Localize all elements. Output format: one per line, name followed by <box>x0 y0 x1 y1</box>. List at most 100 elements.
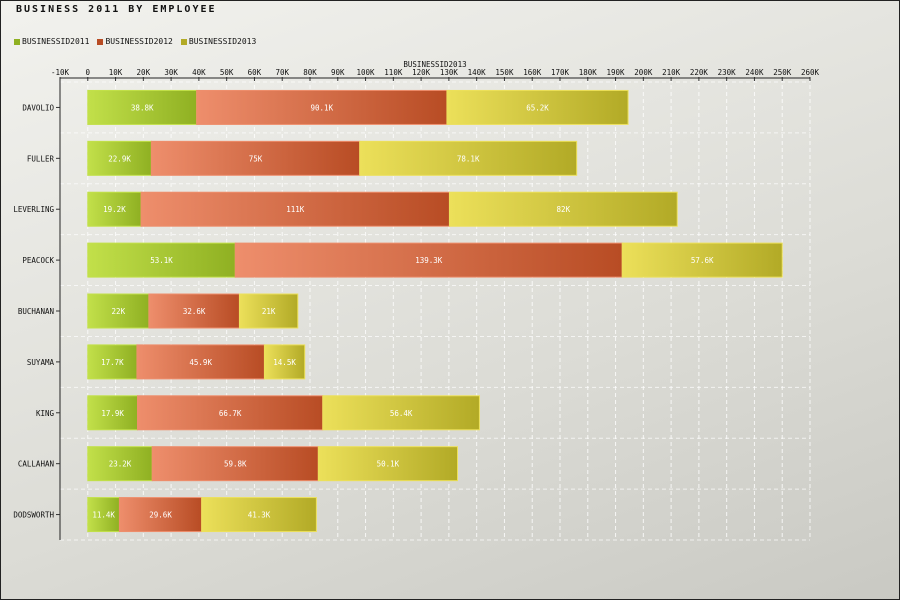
x-tick-label: 20K <box>137 68 151 77</box>
bar-segment <box>87 242 236 278</box>
category-label: DODSWORTH <box>13 511 54 520</box>
x-tick-label: 190K <box>607 68 626 77</box>
legend-swatch <box>180 38 187 45</box>
data-label: 78.1K <box>457 154 480 163</box>
x-tick-label: -10K <box>51 68 70 77</box>
bar-segment <box>87 191 142 227</box>
legend-swatch <box>14 38 20 45</box>
data-label: 57.6K <box>691 256 714 265</box>
bar-segment <box>359 140 578 176</box>
x-tick-label: 130K <box>440 68 459 77</box>
x-tick-label: 220K <box>690 68 709 77</box>
x-tick-label: 120K <box>412 68 431 77</box>
legend-item-1: BUSINESSID2012 <box>97 37 173 46</box>
category-label: DAVOLIO <box>22 103 54 112</box>
x-tick-label: 90K <box>331 68 345 77</box>
x-tick-label: 80K <box>303 68 317 77</box>
data-label: 75K <box>249 154 263 163</box>
data-label: 139.3K <box>415 256 443 265</box>
x-tick-label: 250K <box>773 68 792 77</box>
data-label: 59.8K <box>224 460 247 469</box>
chart-legend: BUSINESSID2011 BUSINESSID2012 BUSINESSID20… <box>14 37 256 46</box>
bar-segment <box>87 395 138 431</box>
data-label: 23.2K <box>109 460 132 469</box>
x-tick-label: 200K <box>634 68 653 77</box>
bar-segment <box>137 395 324 431</box>
x-tick-label: 60K <box>248 68 262 77</box>
legend-item-0: BUSINESSID2011 <box>14 37 89 46</box>
legend-swatch <box>97 38 104 45</box>
bar-segment <box>87 89 198 125</box>
data-label: 66.7K <box>219 409 242 418</box>
data-label: 56.4K <box>390 409 413 418</box>
x-tick-label: 100K <box>357 68 376 77</box>
bar-segment <box>238 293 299 329</box>
x-tick-label: 230K <box>718 68 737 77</box>
data-label: 90.1K <box>311 103 334 112</box>
bar-segment <box>87 497 120 533</box>
x-tick-label: 240K <box>745 68 764 77</box>
x-tick-label: 150K <box>495 68 514 77</box>
legend-label: BUSINESSID2012 <box>105 37 173 46</box>
bar-segment <box>317 446 459 482</box>
data-label: 82K <box>557 205 571 214</box>
category-label: FULLER <box>27 154 55 163</box>
category-label: BUCHANAN <box>18 307 54 316</box>
bar-segment <box>446 89 629 125</box>
x-tick-label: 160K <box>523 68 542 77</box>
data-label: 22K <box>112 307 126 316</box>
bar-segment <box>87 293 150 329</box>
data-label: 50.1K <box>377 460 400 469</box>
data-label: 19.2K <box>103 205 126 214</box>
x-tick-label: 10K <box>109 68 123 77</box>
bar-segment <box>201 497 317 533</box>
x-axis-label: BUSINESSID2013 <box>403 60 466 69</box>
bar-segment <box>196 89 448 125</box>
legend-label: BUSINESSID2013 <box>188 37 257 46</box>
bar-segment <box>263 344 306 380</box>
category-label: SUYAMA <box>27 358 55 367</box>
data-label: 32.6K <box>183 307 206 316</box>
x-tick-label: 0 <box>86 68 91 77</box>
legend-item-2: BUSINESSID2013 <box>180 37 257 46</box>
x-tick-label: 30K <box>164 68 178 77</box>
bar-segment <box>150 140 361 176</box>
bar-segment <box>151 446 319 482</box>
category-label: LEVERLING <box>13 205 54 214</box>
bar-segment <box>140 191 450 227</box>
data-label: 11.4K <box>92 511 115 520</box>
data-label: 41.3K <box>248 511 271 520</box>
category-label: KING <box>36 409 55 418</box>
legend-label: BUSINESSID2011 <box>22 37 90 46</box>
bar-segment <box>322 395 480 431</box>
x-tick-label: 210K <box>662 68 681 77</box>
data-label: 22.9K <box>108 154 131 163</box>
data-label: 14.5K <box>273 358 296 367</box>
data-label: 17.7K <box>101 358 124 367</box>
data-label: 21K <box>262 307 276 316</box>
data-label: 53.1K <box>150 256 173 265</box>
data-label: 38.8K <box>131 103 154 112</box>
data-label: 17.9K <box>101 409 124 418</box>
x-tick-label: 70K <box>275 68 289 77</box>
x-tick-label: 110K <box>384 68 403 77</box>
chart-title: BUSINESS 2011 BY EMPLOYEE <box>16 4 217 15</box>
x-tick-label: 50K <box>220 68 234 77</box>
data-label: 45.9K <box>189 358 212 367</box>
x-tick-label: 40K <box>192 68 206 77</box>
x-tick-label: 180K <box>579 68 598 77</box>
bar-segment <box>148 293 240 329</box>
bar-segment <box>621 242 783 278</box>
bar-segment <box>87 344 138 380</box>
bar-segment <box>87 140 152 176</box>
x-tick-label: 170K <box>551 68 570 77</box>
data-label: 29.6K <box>149 511 172 520</box>
data-label: 65.2K <box>526 103 549 112</box>
bar-segment <box>118 497 203 533</box>
bar-segment <box>448 191 678 227</box>
x-tick-label: 260K <box>801 68 820 77</box>
x-tick-label: 140K <box>468 68 487 77</box>
category-label: CALLAHAN <box>18 460 54 469</box>
data-label: 111K <box>286 205 305 214</box>
